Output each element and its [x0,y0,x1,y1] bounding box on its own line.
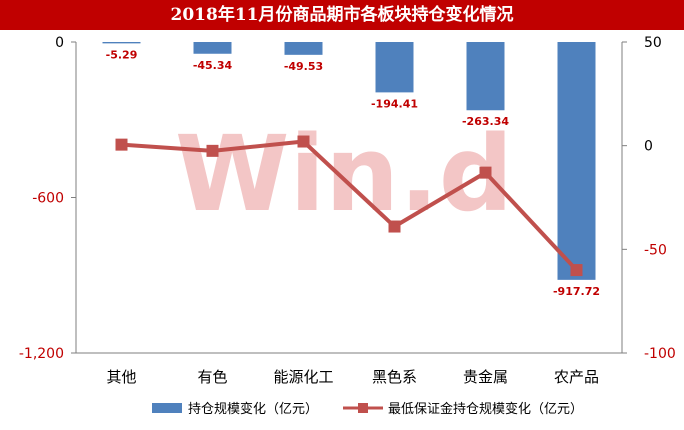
bar-data-label: -49.53 [284,60,323,73]
bar [284,42,323,55]
chart-title: 2018年11月份商品期市各板块持仓变化情况 [170,5,514,25]
axes-group: 0 -600 -1,200 50 0 -50 -100 [19,35,676,362]
bar [375,42,414,93]
left-axis-tick-label: 0 [55,35,64,51]
bar-data-label: -263.34 [462,115,509,128]
left-axis-tick-label: -1,200 [19,346,64,362]
bar-labels-group: -5.29 -45.34 -49.53 -194.41 -263.34 -917.72 [106,48,600,297]
bar-data-label: -194.41 [371,97,418,110]
category-label: 有色 [197,368,227,386]
bar-data-label: -917.72 [553,285,600,298]
legend-line-label: 最低保证金持仓规模变化（亿元） [388,401,583,417]
bar-data-label: -45.34 [193,59,233,72]
line-point-marker [115,138,128,151]
bar [557,42,596,280]
category-label: 黑色系 [372,368,417,386]
legend: 持仓规模变化（亿元） 最低保证金持仓规模变化（亿元） [152,401,583,417]
bar-data-label: -5.29 [106,48,138,61]
category-label: 农产品 [554,368,599,386]
line-point-marker [479,166,492,179]
chart-title-bar: 2018年11月份商品期市各板块持仓变化情况 [0,0,684,30]
line-point-marker [297,135,310,148]
line-point-marker [388,220,401,233]
right-axis-tick-label: 0 [644,139,653,155]
legend-bar-swatch [152,403,182,413]
category-labels-group: 其他 有色 能源化工 黑色系 贵金属 农产品 [106,368,599,386]
legend-bar-label: 持仓规模变化（亿元） [188,401,318,417]
category-label: 能源化工 [273,368,333,386]
bar [193,42,232,54]
bar [466,42,505,111]
line-point-marker [206,144,219,157]
category-label: 其他 [106,368,136,386]
line-series-path [121,139,578,272]
bar [102,42,141,44]
left-axis-tick-label: -600 [32,191,64,207]
line-point-marker [570,264,583,277]
watermark-text: Win.d [175,113,513,235]
category-label: 贵金属 [463,368,508,386]
legend-line-marker [358,403,368,413]
right-axis-tick-label: -100 [644,346,676,362]
line-series-group [115,135,583,277]
right-axis-tick-label: 50 [644,35,662,51]
bars-group [102,42,596,280]
right-axis-tick-label: -50 [644,242,667,258]
